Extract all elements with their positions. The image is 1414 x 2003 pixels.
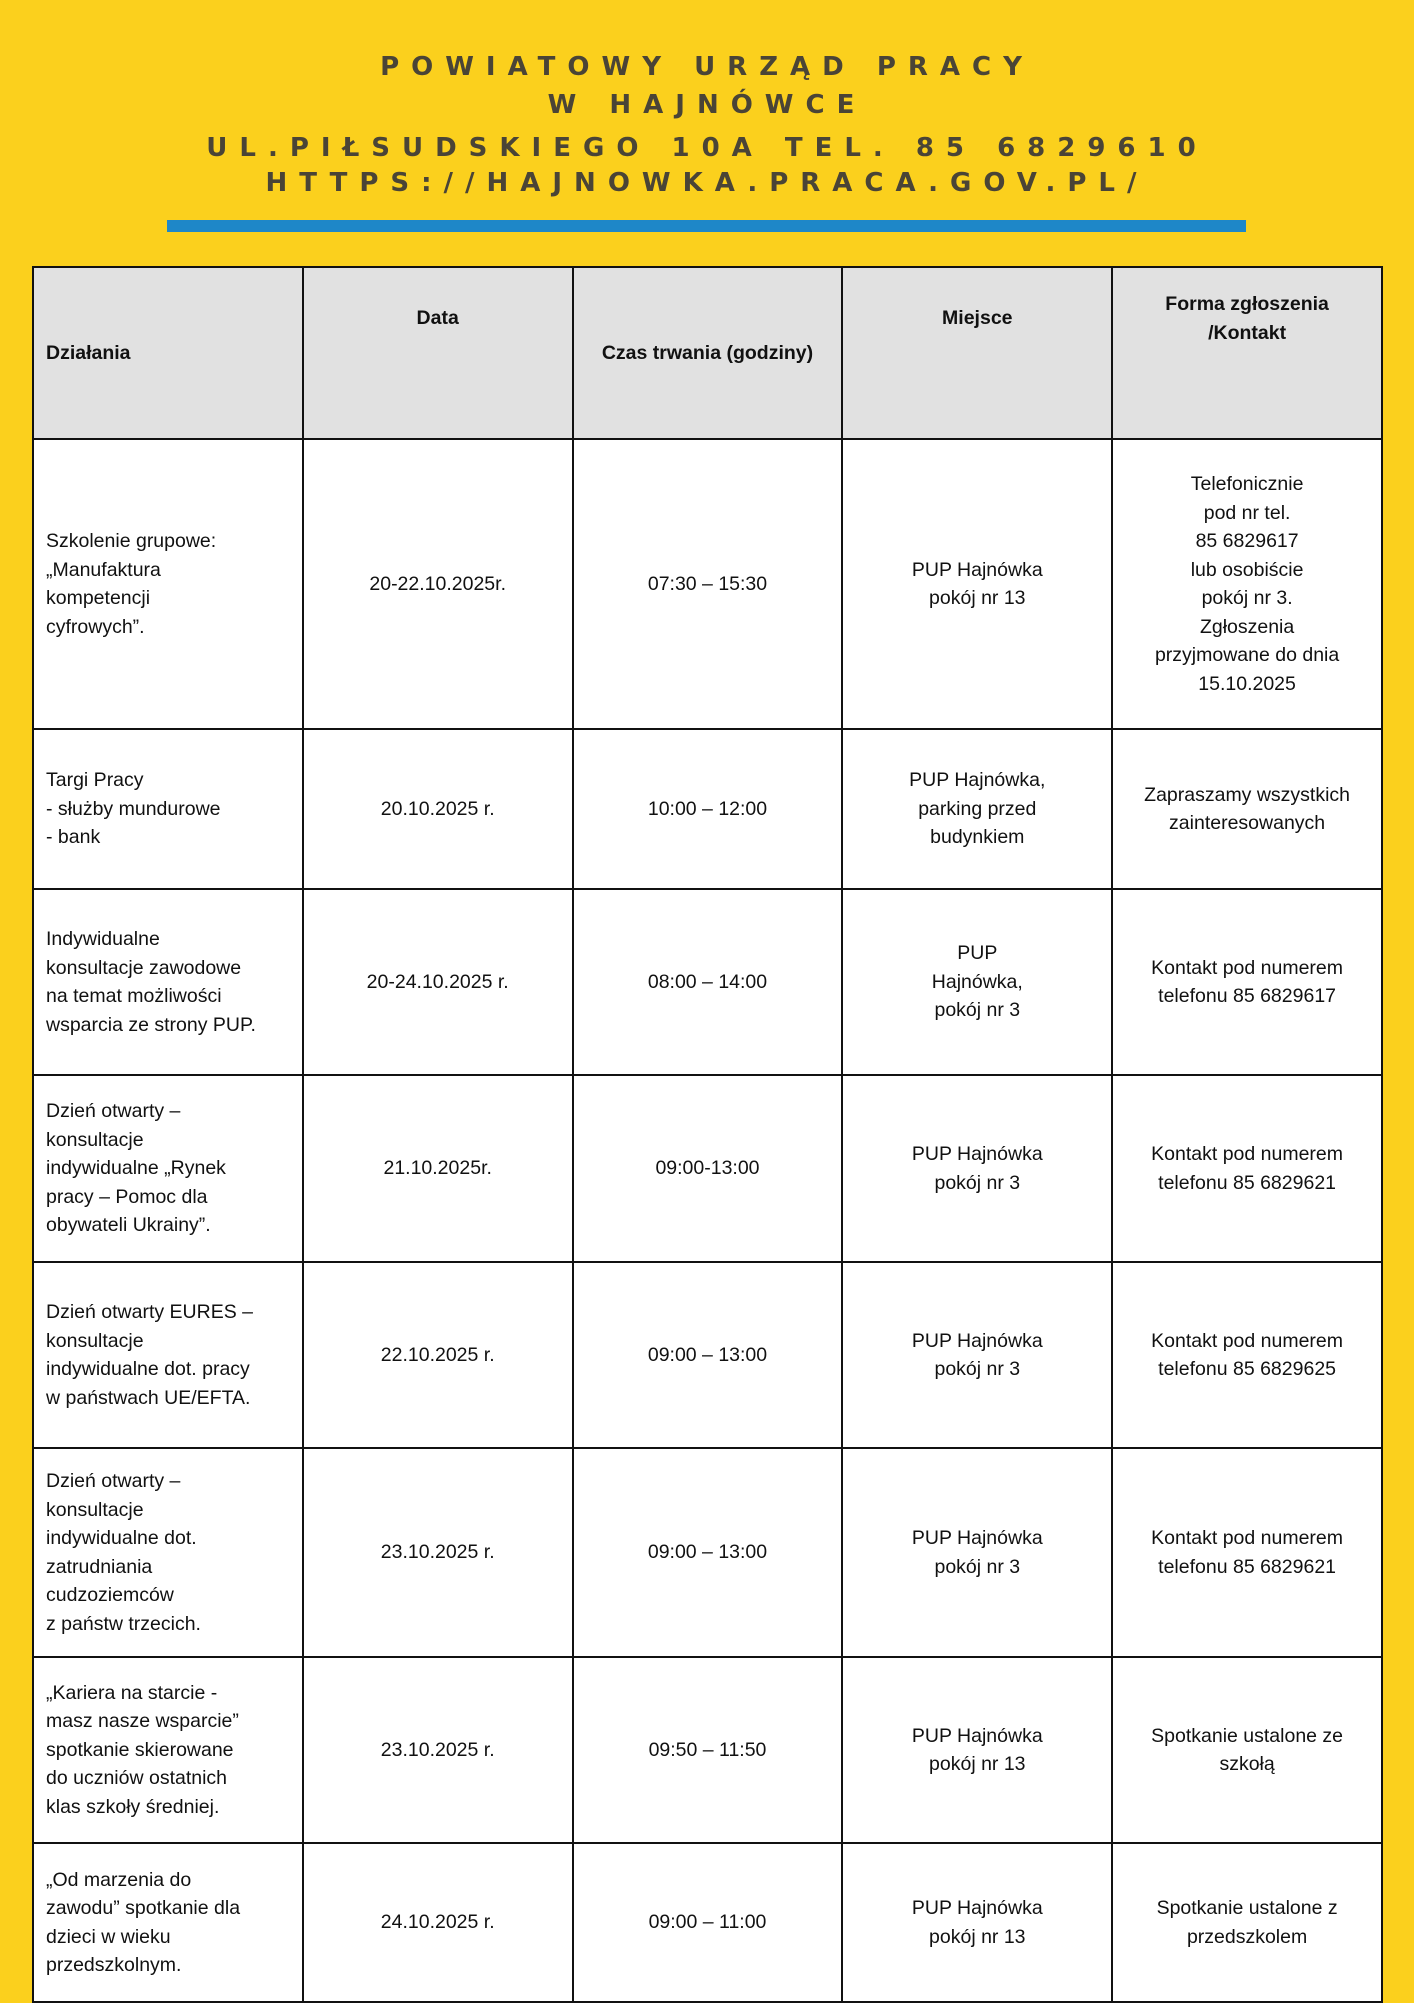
cell-action: „Od marzenia do zawodu” spotkanie dla dz… <box>32 1842 304 2003</box>
cell-place: PUP Hajnówka pokój nr 13 <box>841 1842 1114 2003</box>
cell-place: PUP Hajnówka pokój nr 13 <box>841 438 1114 730</box>
cell-place: PUP Hajnówka pokój nr 13 <box>841 1656 1114 1844</box>
office-name: POWIATOWY URZĄD PRACY <box>380 52 1034 82</box>
col-header-date: Data <box>301 266 574 440</box>
cell-contact: Kontakt pod numerem telefonu 85 6829621 <box>1111 1447 1383 1658</box>
table-row: Targi Pracy - służby mundurowe - bank 20.… <box>32 728 1383 890</box>
table-row: Dzień otwarty – konsultacje indywidualne… <box>32 1074 1383 1263</box>
cell-duration: 09:00 – 13:00 <box>571 1447 844 1658</box>
cell-duration: 09:00-13:00 <box>571 1074 844 1263</box>
cell-date: 21.10.2025r. <box>301 1074 574 1263</box>
table-row: Dzień otwarty – konsultacje indywidualne… <box>32 1447 1383 1658</box>
cell-duration: 09:00 – 11:00 <box>571 1842 844 2003</box>
cell-action: Dzień otwarty – konsultacje indywidualne… <box>32 1447 304 1658</box>
cell-contact: Spotkanie ustalone z przedszkolem <box>1111 1842 1383 2003</box>
cell-place: PUP Hajnówka pokój nr 3 <box>841 1447 1114 1658</box>
cell-place: PUP Hajnówka pokój nr 3 <box>841 1261 1114 1449</box>
cell-date: 24.10.2025 r. <box>301 1842 574 2003</box>
cell-date: 20-22.10.2025r. <box>301 438 574 730</box>
cell-date: 20-24.10.2025 r. <box>301 888 574 1076</box>
table-row: „Kariera na starcie - masz nasze wsparci… <box>32 1656 1383 1844</box>
cell-action: Szkolenie grupowe: „Manufaktura kompeten… <box>32 438 304 730</box>
office-city: W HAJNÓWCE <box>547 90 867 120</box>
cell-contact: Kontakt pod numerem telefonu 85 6829621 <box>1111 1074 1383 1263</box>
cell-action: Dzień otwarty – konsultacje indywidualne… <box>32 1074 304 1263</box>
cell-action: Targi Pracy - służby mundurowe - bank <box>32 728 304 890</box>
table-row: Szkolenie grupowe: „Manufaktura kompeten… <box>32 438 1383 730</box>
cell-date: 23.10.2025 r. <box>301 1447 574 1658</box>
col-header-contact: Forma zgłoszenia /Kontakt <box>1111 266 1383 440</box>
cell-date: 20.10.2025 r. <box>301 728 574 890</box>
cell-action: „Kariera na starcie - masz nasze wsparci… <box>32 1656 304 1844</box>
cell-place: PUP Hajnówka pokój nr 3 <box>841 1074 1114 1263</box>
divider-bar <box>167 220 1246 232</box>
cell-contact: Zapraszamy wszystkich zainteresowanych <box>1111 728 1383 890</box>
cell-contact: Kontakt pod numerem telefonu 85 6829617 <box>1111 888 1383 1076</box>
cell-date: 23.10.2025 r. <box>301 1656 574 1844</box>
cell-contact: Kontakt pod numerem telefonu 85 6829625 <box>1111 1261 1383 1449</box>
col-header-place: Miejsce <box>841 266 1114 440</box>
cell-duration: 09:00 – 13:00 <box>571 1261 844 1449</box>
cell-contact: Telefonicznie pod nr tel. 85 6829617 lub… <box>1111 438 1383 730</box>
cell-duration: 07:30 – 15:30 <box>571 438 844 730</box>
events-table: Działania Data Czas trwania (godziny) Mi… <box>32 266 1383 2003</box>
cell-duration: 08:00 – 14:00 <box>571 888 844 1076</box>
cell-duration: 09:50 – 11:50 <box>571 1656 844 1844</box>
col-header-duration: Czas trwania (godziny) <box>571 266 844 440</box>
cell-place: PUP Hajnówka, parking przed budynkiem <box>841 728 1114 890</box>
table-row: Dzień otwarty EURES – konsultacje indywi… <box>32 1261 1383 1449</box>
office-website: HTTPS://HAJNOWKA.PRACA.GOV.PL/ <box>265 168 1149 198</box>
cell-contact: Spotkanie ustalone ze szkołą <box>1111 1656 1383 1844</box>
col-header-actions: Działania <box>32 266 304 440</box>
cell-place: PUP Hajnówka, pokój nr 3 <box>841 888 1114 1076</box>
table-row: „Od marzenia do zawodu” spotkanie dla dz… <box>32 1842 1383 2003</box>
table-row: Indywidualne konsultacje zawodowe na tem… <box>32 888 1383 1076</box>
cell-action: Dzień otwarty EURES – konsultacje indywi… <box>32 1261 304 1449</box>
cell-duration: 10:00 – 12:00 <box>571 728 844 890</box>
cell-action: Indywidualne konsultacje zawodowe na tem… <box>32 888 304 1076</box>
cell-date: 22.10.2025 r. <box>301 1261 574 1449</box>
office-address: UL.PIŁSUDSKIEGO 10A TEL. 85 6829610 <box>206 133 1208 163</box>
table-header-row: Działania Data Czas trwania (godziny) Mi… <box>32 266 1383 440</box>
